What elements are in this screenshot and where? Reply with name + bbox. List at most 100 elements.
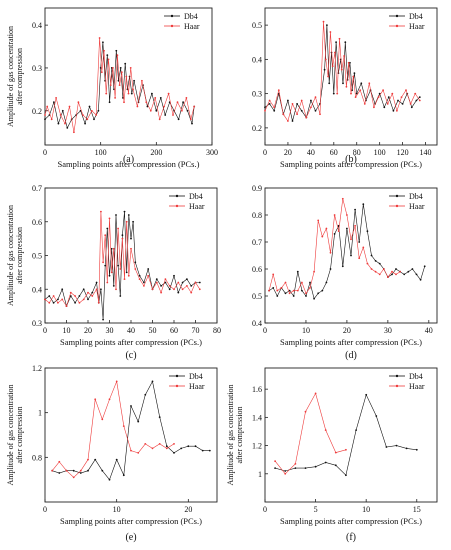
data-point-db4 (309, 281, 311, 284)
data-point-haar (280, 287, 283, 289)
data-point-haar (294, 463, 297, 465)
y-tick-label: 0.6 (252, 265, 262, 274)
data-point-db4 (191, 122, 193, 125)
x-tick-label: 20 (284, 148, 292, 157)
data-point-db4 (115, 49, 118, 52)
data-point-db4 (58, 472, 61, 474)
data-point-db4 (194, 445, 197, 448)
data-point-haar (337, 230, 340, 233)
y-axis-label: Amplitude of gas concentrationafter comp… (6, 384, 24, 485)
legend-marker-haar (395, 24, 399, 28)
data-point-haar (288, 292, 291, 295)
data-point-haar (154, 97, 157, 99)
data-point-haar (112, 67, 114, 69)
x-tick-label: 0 (263, 505, 267, 514)
data-point-haar (91, 295, 94, 297)
legend-label-db4: Db4 (184, 12, 198, 21)
x-tick-label: 40 (127, 326, 135, 335)
data-point-db4 (88, 105, 91, 108)
data-point-db4 (115, 214, 117, 216)
data-point-db4 (119, 295, 122, 297)
data-point-haar (277, 89, 280, 92)
data-point-db4 (87, 469, 89, 472)
data-point-haar (321, 235, 324, 238)
data-point-db4 (104, 264, 107, 267)
data-point-db4 (329, 268, 332, 270)
data-point-db4 (108, 274, 111, 277)
data-point-haar (268, 289, 270, 292)
data-point-haar (120, 71, 123, 74)
data-point-haar (82, 114, 84, 116)
data-point-haar (185, 97, 188, 99)
data-point-db4 (310, 99, 312, 102)
legend-label-db4: Db4 (189, 372, 203, 381)
data-point-haar (173, 443, 175, 445)
data-point-haar (138, 278, 141, 280)
plot-frame (44, 367, 218, 503)
data-point-haar (336, 92, 339, 95)
data-point-haar (168, 285, 171, 287)
data-point-db4 (287, 99, 289, 102)
data-point-db4 (57, 122, 60, 125)
data-point-haar (414, 92, 417, 95)
legend-marker-haar (175, 384, 179, 388)
data-point-haar (309, 287, 311, 289)
data-point-haar (145, 101, 148, 104)
x-tick-label: 10 (362, 505, 370, 514)
x-axis-label: Sampling points after compression (PCs.) (280, 516, 422, 526)
data-point-db4 (155, 109, 158, 112)
data-point-haar (130, 247, 132, 250)
data-point-haar (333, 214, 336, 216)
data-point-db4 (419, 278, 422, 281)
data-point-db4 (378, 262, 381, 265)
data-point-haar (121, 237, 124, 240)
data-point-db4 (375, 415, 378, 417)
data-point-haar (314, 96, 317, 98)
data-point-db4 (305, 295, 307, 297)
data-point-db4 (117, 264, 119, 267)
data-point-db4 (415, 99, 418, 102)
x-tick-label: 0 (43, 148, 47, 157)
data-point-db4 (407, 270, 410, 273)
data-point-db4 (346, 227, 348, 230)
data-point-haar (181, 288, 184, 291)
x-tick-label: 100 (374, 148, 386, 157)
x-tick-label: 100 (95, 148, 107, 157)
data-point-db4 (144, 393, 147, 396)
x-tick-label: 80 (213, 326, 221, 335)
data-point-haar (100, 210, 102, 213)
data-point-haar (129, 67, 132, 69)
legend-marker-db4 (175, 194, 179, 198)
data-point-haar (276, 289, 279, 292)
data-point-haar (79, 469, 82, 472)
data-point-haar (132, 88, 134, 91)
data-point-db4 (125, 271, 128, 274)
data-point-haar (282, 113, 285, 116)
y-axis-label: Amplitude of gas concentrationafter comp… (226, 384, 244, 485)
data-point-haar (354, 96, 357, 98)
y-tick-label: 0.9 (252, 184, 262, 193)
data-point-haar (105, 92, 108, 95)
series-line-db4 (275, 393, 417, 476)
data-point-db4 (383, 106, 386, 109)
data-point-db4 (415, 448, 418, 451)
panel-caption: (d) (345, 350, 357, 361)
data-point-haar (52, 295, 55, 297)
data-point-db4 (385, 446, 388, 448)
y-tick-label: 0.4 (252, 55, 262, 64)
data-point-db4 (132, 220, 135, 223)
data-point-db4 (159, 97, 162, 99)
data-point-db4 (208, 449, 211, 452)
legend-label-haar: Haar (409, 202, 425, 211)
data-point-db4 (328, 82, 331, 85)
data-point-db4 (325, 281, 328, 284)
data-point-haar (151, 447, 154, 450)
data-point-db4 (133, 79, 136, 82)
data-point-db4 (292, 295, 295, 297)
data-point-haar (158, 443, 161, 445)
data-point-haar (165, 447, 168, 450)
data-point-haar (273, 106, 276, 109)
data-point-haar (116, 54, 119, 56)
data-point-db4 (323, 68, 326, 71)
y-tick-label: 1.4 (252, 413, 262, 422)
